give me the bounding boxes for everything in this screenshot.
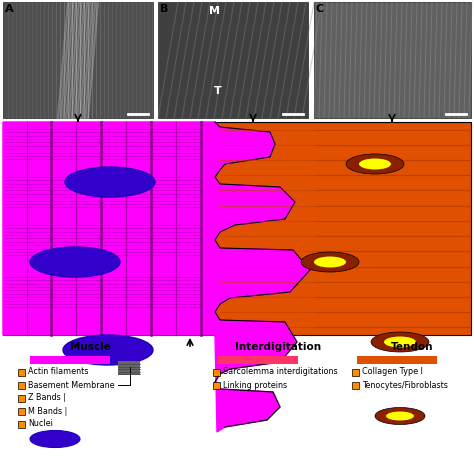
Bar bbox=[18, 421, 25, 428]
Bar bbox=[213, 369, 220, 376]
Text: Muscle: Muscle bbox=[70, 342, 110, 352]
Ellipse shape bbox=[65, 167, 155, 197]
Text: Tendon: Tendon bbox=[391, 342, 433, 352]
Text: Basement Membrane: Basement Membrane bbox=[28, 381, 115, 390]
Ellipse shape bbox=[375, 408, 425, 425]
Bar bbox=[18, 382, 25, 389]
Ellipse shape bbox=[386, 411, 414, 420]
Ellipse shape bbox=[371, 332, 429, 352]
Text: A: A bbox=[5, 4, 14, 14]
Text: Linking proteins: Linking proteins bbox=[223, 381, 287, 390]
Text: B: B bbox=[160, 4, 168, 14]
Ellipse shape bbox=[301, 252, 359, 272]
Text: M Bands |: M Bands | bbox=[28, 407, 67, 416]
Ellipse shape bbox=[30, 430, 80, 447]
Bar bbox=[18, 408, 25, 415]
Ellipse shape bbox=[384, 337, 416, 347]
Bar bbox=[218, 356, 298, 364]
Bar bbox=[352, 369, 359, 376]
Text: Tenocytes/Fibroblasts: Tenocytes/Fibroblasts bbox=[362, 381, 448, 390]
Text: Sarcolemma interdigitations: Sarcolemma interdigitations bbox=[223, 367, 337, 376]
Text: Nuclei: Nuclei bbox=[28, 419, 53, 428]
Bar bbox=[314, 2, 471, 118]
Ellipse shape bbox=[346, 154, 404, 174]
Ellipse shape bbox=[359, 158, 391, 170]
Text: Z Bands |: Z Bands | bbox=[28, 393, 66, 402]
Text: M: M bbox=[210, 6, 220, 16]
Ellipse shape bbox=[30, 247, 120, 277]
Bar bbox=[3, 122, 215, 335]
Bar bbox=[18, 369, 25, 376]
Text: Interdigitation: Interdigitation bbox=[235, 342, 321, 352]
Bar bbox=[158, 2, 308, 118]
Bar bbox=[352, 382, 359, 389]
Bar bbox=[357, 356, 437, 364]
Text: T: T bbox=[214, 86, 222, 96]
Bar bbox=[3, 122, 471, 335]
Text: Collagen Type I: Collagen Type I bbox=[362, 367, 423, 376]
Text: C: C bbox=[316, 4, 324, 14]
Bar bbox=[3, 2, 153, 118]
Bar bbox=[18, 395, 25, 402]
Text: Actin filaments: Actin filaments bbox=[28, 367, 88, 376]
Bar bbox=[213, 382, 220, 389]
Ellipse shape bbox=[63, 335, 153, 365]
Ellipse shape bbox=[314, 256, 346, 267]
Bar bbox=[118, 361, 140, 375]
Polygon shape bbox=[3, 122, 310, 432]
Bar bbox=[30, 356, 110, 364]
